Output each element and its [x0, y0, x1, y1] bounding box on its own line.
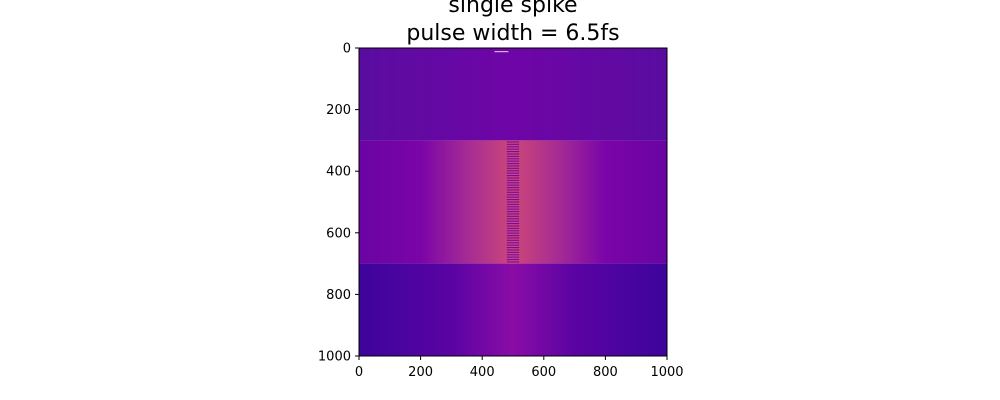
heatmap-band-top	[359, 48, 667, 141]
fringe-line	[506, 194, 520, 196]
fringe-line	[506, 206, 520, 208]
fringe-line	[506, 235, 520, 237]
chart-title-line-1: single spike	[448, 0, 577, 18]
fringe-line	[506, 148, 520, 150]
x-tick-label: 0	[355, 365, 363, 380]
fringe-line	[506, 211, 520, 213]
plot-area	[358, 47, 668, 357]
fringe-line	[506, 143, 520, 145]
fringe-line	[506, 184, 520, 186]
fringe-line	[506, 189, 520, 191]
fringe-line	[506, 218, 520, 220]
fringe-line	[506, 191, 520, 193]
fringe-line	[506, 199, 520, 201]
fringe-line	[506, 254, 520, 256]
fringe-line	[506, 163, 520, 165]
fringe-line	[506, 158, 520, 160]
fringe-line	[506, 244, 520, 246]
fringe-line	[506, 232, 520, 234]
fringe-line	[506, 175, 520, 177]
fringe-line	[506, 213, 520, 215]
fringe-line	[506, 259, 520, 261]
fringe-line	[506, 215, 520, 217]
y-tick-label: 1000	[318, 350, 351, 365]
y-tick-label: 400	[326, 165, 351, 180]
fringe-line	[506, 179, 520, 181]
fringe-line	[506, 249, 520, 251]
fringe-line	[506, 237, 520, 239]
x-tick-label: 600	[531, 365, 556, 380]
fringe-line	[506, 203, 520, 205]
fringe-line	[506, 225, 520, 227]
y-axis: 0 200 400 600 800 1000	[318, 42, 359, 365]
y-tick-label: 600	[326, 226, 351, 241]
x-axis: 0 200 400 600 800 1000	[355, 356, 684, 380]
y-tick-label: 0	[343, 42, 351, 57]
interference-fringes	[506, 141, 520, 263]
fringe-line	[506, 201, 520, 203]
heatmap-band-bottom	[359, 263, 667, 356]
fringe-line	[506, 256, 520, 258]
chart-title-line-2: pulse width = 6.5fs	[406, 21, 619, 46]
plot-frame	[358, 47, 668, 357]
fringe-line	[506, 170, 520, 172]
x-tick-label: 200	[408, 365, 433, 380]
fringe-line	[506, 167, 520, 169]
fringe-line	[506, 208, 520, 210]
fringe-line	[506, 187, 520, 189]
x-tick-label: 400	[470, 365, 495, 380]
x-tick-label: 800	[593, 365, 618, 380]
fringe-line	[506, 230, 520, 232]
fringe-line	[506, 172, 520, 174]
fringe-line	[506, 251, 520, 253]
y-tick-label: 200	[326, 103, 351, 118]
fringe-line	[506, 196, 520, 198]
fringe-line	[506, 155, 520, 157]
fringe-line	[506, 153, 520, 155]
fringe-line	[506, 165, 520, 167]
fringe-line	[506, 242, 520, 244]
y-tick-label: 800	[326, 288, 351, 303]
fringe-line	[506, 223, 520, 225]
fringe-line	[506, 182, 520, 184]
x-tick-label: 1000	[650, 365, 683, 380]
fringe-line	[506, 227, 520, 229]
fringe-line	[506, 261, 520, 263]
fringe-line	[506, 160, 520, 162]
fringe-line	[506, 220, 520, 222]
fringe-line	[506, 239, 520, 241]
fringe-line	[506, 146, 520, 148]
fringe-line	[506, 141, 520, 143]
fringe-line	[506, 177, 520, 179]
fringe-line	[506, 247, 520, 249]
fringe-line	[506, 151, 520, 153]
